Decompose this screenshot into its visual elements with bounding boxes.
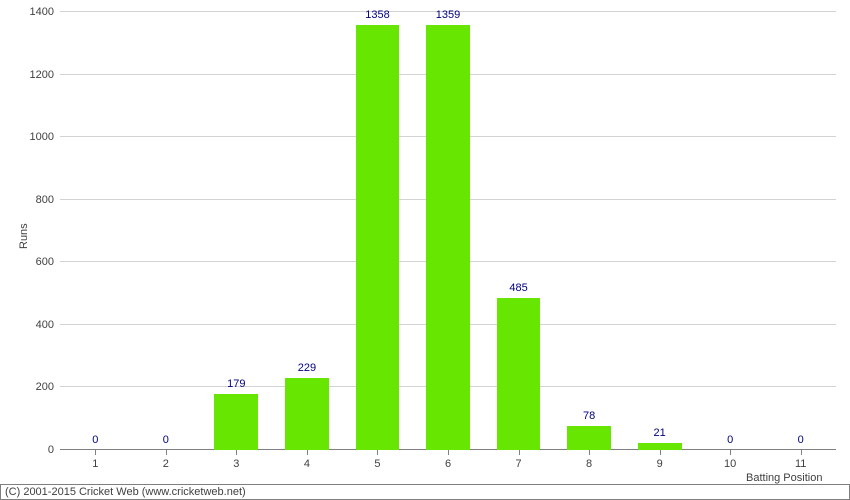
bar-value-label: 0 bbox=[163, 434, 169, 446]
y-axis-title: Runs bbox=[18, 223, 30, 249]
bar bbox=[214, 394, 258, 450]
x-tick-label: 6 bbox=[445, 458, 451, 470]
bar bbox=[638, 443, 682, 450]
x-tick-label: 7 bbox=[515, 458, 521, 470]
x-axis-title: Batting Position bbox=[746, 472, 822, 484]
bar bbox=[567, 426, 611, 450]
bar bbox=[285, 378, 329, 450]
bar-value-label: 0 bbox=[798, 434, 804, 446]
bar-value-label: 0 bbox=[727, 434, 733, 446]
x-tick-label: 5 bbox=[374, 458, 380, 470]
x-tick bbox=[236, 450, 237, 455]
y-tick-label: 200 bbox=[36, 381, 54, 393]
x-tick-label: 9 bbox=[657, 458, 663, 470]
bar-value-label: 78 bbox=[583, 410, 595, 422]
x-tick bbox=[730, 450, 731, 455]
y-tick-label: 600 bbox=[36, 256, 54, 268]
x-tick bbox=[448, 450, 449, 455]
x-tick bbox=[166, 450, 167, 455]
bar-value-label: 229 bbox=[298, 362, 316, 374]
x-tick bbox=[801, 450, 802, 455]
x-tick-label: 11 bbox=[795, 458, 806, 470]
bar bbox=[356, 25, 400, 450]
x-tick-label: 3 bbox=[233, 458, 239, 470]
x-tick bbox=[377, 450, 378, 455]
x-tick-label: 4 bbox=[304, 458, 310, 470]
x-tick bbox=[519, 450, 520, 455]
bar-value-label: 21 bbox=[654, 427, 666, 439]
chart-container: 0200400600800100012001400102031794229513… bbox=[0, 0, 850, 500]
x-tick bbox=[589, 450, 590, 455]
bar-value-label: 0 bbox=[92, 434, 98, 446]
bar-value-label: 1359 bbox=[436, 9, 460, 21]
x-tick-label: 10 bbox=[724, 458, 736, 470]
y-tick-label: 1000 bbox=[30, 131, 54, 143]
y-tick-label: 400 bbox=[36, 319, 54, 331]
x-tick bbox=[660, 450, 661, 455]
x-tick-label: 8 bbox=[586, 458, 592, 470]
y-tick-label: 1400 bbox=[30, 6, 54, 18]
copyright-text: (C) 2001-2015 Cricket Web (www.cricketwe… bbox=[0, 484, 850, 500]
bar-value-label: 1358 bbox=[365, 9, 389, 21]
bar bbox=[497, 298, 541, 450]
x-tick-label: 1 bbox=[92, 458, 98, 470]
y-tick-label: 800 bbox=[36, 194, 54, 206]
bar-value-label: 179 bbox=[227, 378, 245, 390]
bar-value-label: 485 bbox=[509, 282, 527, 294]
x-tick-label: 2 bbox=[163, 458, 169, 470]
bar bbox=[426, 25, 470, 450]
y-tick-label: 1200 bbox=[30, 69, 54, 81]
x-tick bbox=[95, 450, 96, 455]
x-tick bbox=[307, 450, 308, 455]
y-tick-label: 0 bbox=[48, 444, 54, 456]
plot-area: 0200400600800100012001400102031794229513… bbox=[60, 12, 836, 450]
